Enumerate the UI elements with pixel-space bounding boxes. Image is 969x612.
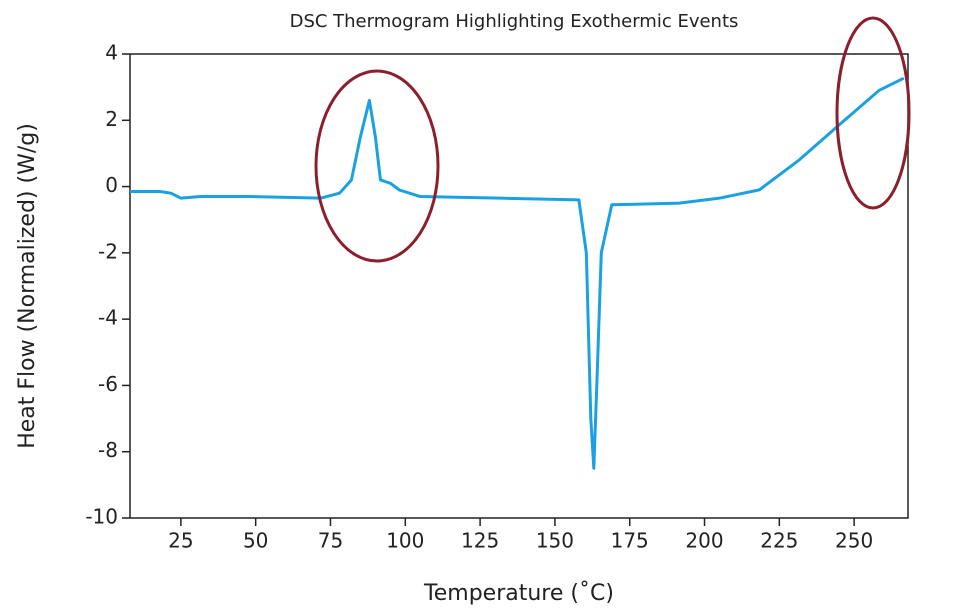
y-tick-label: -6 bbox=[98, 372, 118, 396]
y-tick-label: -4 bbox=[98, 306, 118, 330]
y-tick-label: -8 bbox=[98, 438, 118, 462]
y-tick-label: 2 bbox=[105, 107, 118, 131]
y-axis-label: Heat Flow (Normalized) (W/g) bbox=[15, 123, 40, 449]
plot-frame bbox=[129, 53, 909, 519]
highlight-ellipse bbox=[835, 16, 911, 210]
y-tick-label: -10 bbox=[85, 505, 118, 529]
highlight-ellipse bbox=[314, 69, 440, 263]
x-tick-label: 125 bbox=[461, 529, 499, 553]
x-tick-label: 150 bbox=[536, 529, 574, 553]
x-tick-label: 75 bbox=[318, 529, 343, 553]
line-series bbox=[130, 76, 905, 470]
x-axis-label: Temperature (˚C) bbox=[423, 581, 614, 606]
x-tick-label: 200 bbox=[685, 529, 723, 553]
y-tick-label: 4 bbox=[105, 41, 118, 65]
y-tick-label: 0 bbox=[105, 173, 118, 197]
x-tick-label: 25 bbox=[168, 529, 193, 553]
chart-title: DSC Thermogram Highlighting Exothermic E… bbox=[290, 11, 739, 32]
x-tick-label: 175 bbox=[611, 529, 649, 553]
x-tick-label: 50 bbox=[243, 529, 268, 553]
x-tick-label: 250 bbox=[835, 529, 873, 553]
x-tick-label: 100 bbox=[386, 529, 424, 553]
x-tick-label: 225 bbox=[760, 529, 798, 553]
y-tick-label: -2 bbox=[98, 239, 118, 263]
marks: -10 -8 -6 -4 -2 0 2 4 25 50 75 100 125 150 175 200 225 25… bbox=[85, 41, 905, 553]
